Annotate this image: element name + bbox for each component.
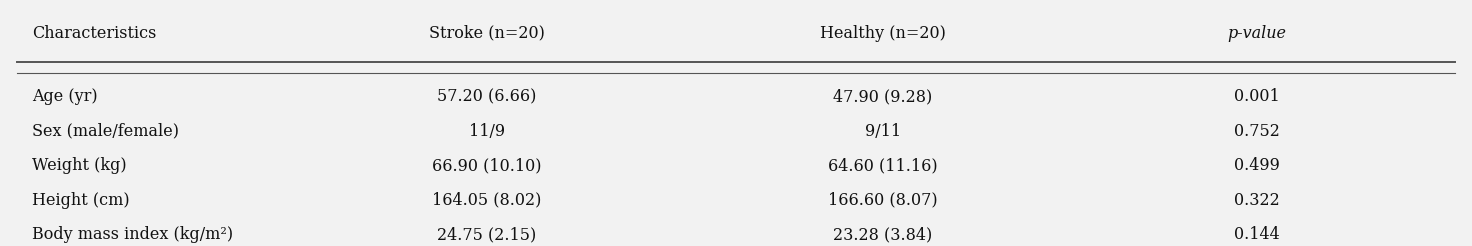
Text: 11/9: 11/9 xyxy=(468,123,505,140)
Text: Sex (male/female): Sex (male/female) xyxy=(32,123,180,140)
Text: 0.499: 0.499 xyxy=(1234,157,1279,174)
Text: 164.05 (8.02): 164.05 (8.02) xyxy=(431,192,542,209)
Text: p-value: p-value xyxy=(1228,25,1287,42)
Text: Body mass index (kg/m²): Body mass index (kg/m²) xyxy=(32,226,233,243)
Text: 47.90 (9.28): 47.90 (9.28) xyxy=(833,89,932,106)
Text: 9/11: 9/11 xyxy=(864,123,901,140)
Text: Healthy (n=20): Healthy (n=20) xyxy=(820,25,945,42)
Text: 57.20 (6.66): 57.20 (6.66) xyxy=(437,89,536,106)
Text: 0.752: 0.752 xyxy=(1234,123,1279,140)
Text: 0.001: 0.001 xyxy=(1234,89,1279,106)
Text: Stroke (n=20): Stroke (n=20) xyxy=(428,25,545,42)
Text: 166.60 (8.07): 166.60 (8.07) xyxy=(827,192,938,209)
Text: Characteristics: Characteristics xyxy=(32,25,156,42)
Text: 24.75 (2.15): 24.75 (2.15) xyxy=(437,226,536,243)
Text: Height (cm): Height (cm) xyxy=(32,192,130,209)
Text: Weight (kg): Weight (kg) xyxy=(32,157,127,174)
Text: 64.60 (11.16): 64.60 (11.16) xyxy=(827,157,938,174)
Text: 0.322: 0.322 xyxy=(1234,192,1279,209)
Text: 0.144: 0.144 xyxy=(1234,226,1279,243)
Text: 66.90 (10.10): 66.90 (10.10) xyxy=(431,157,542,174)
Text: 23.28 (3.84): 23.28 (3.84) xyxy=(833,226,932,243)
Text: Age (yr): Age (yr) xyxy=(32,89,97,106)
